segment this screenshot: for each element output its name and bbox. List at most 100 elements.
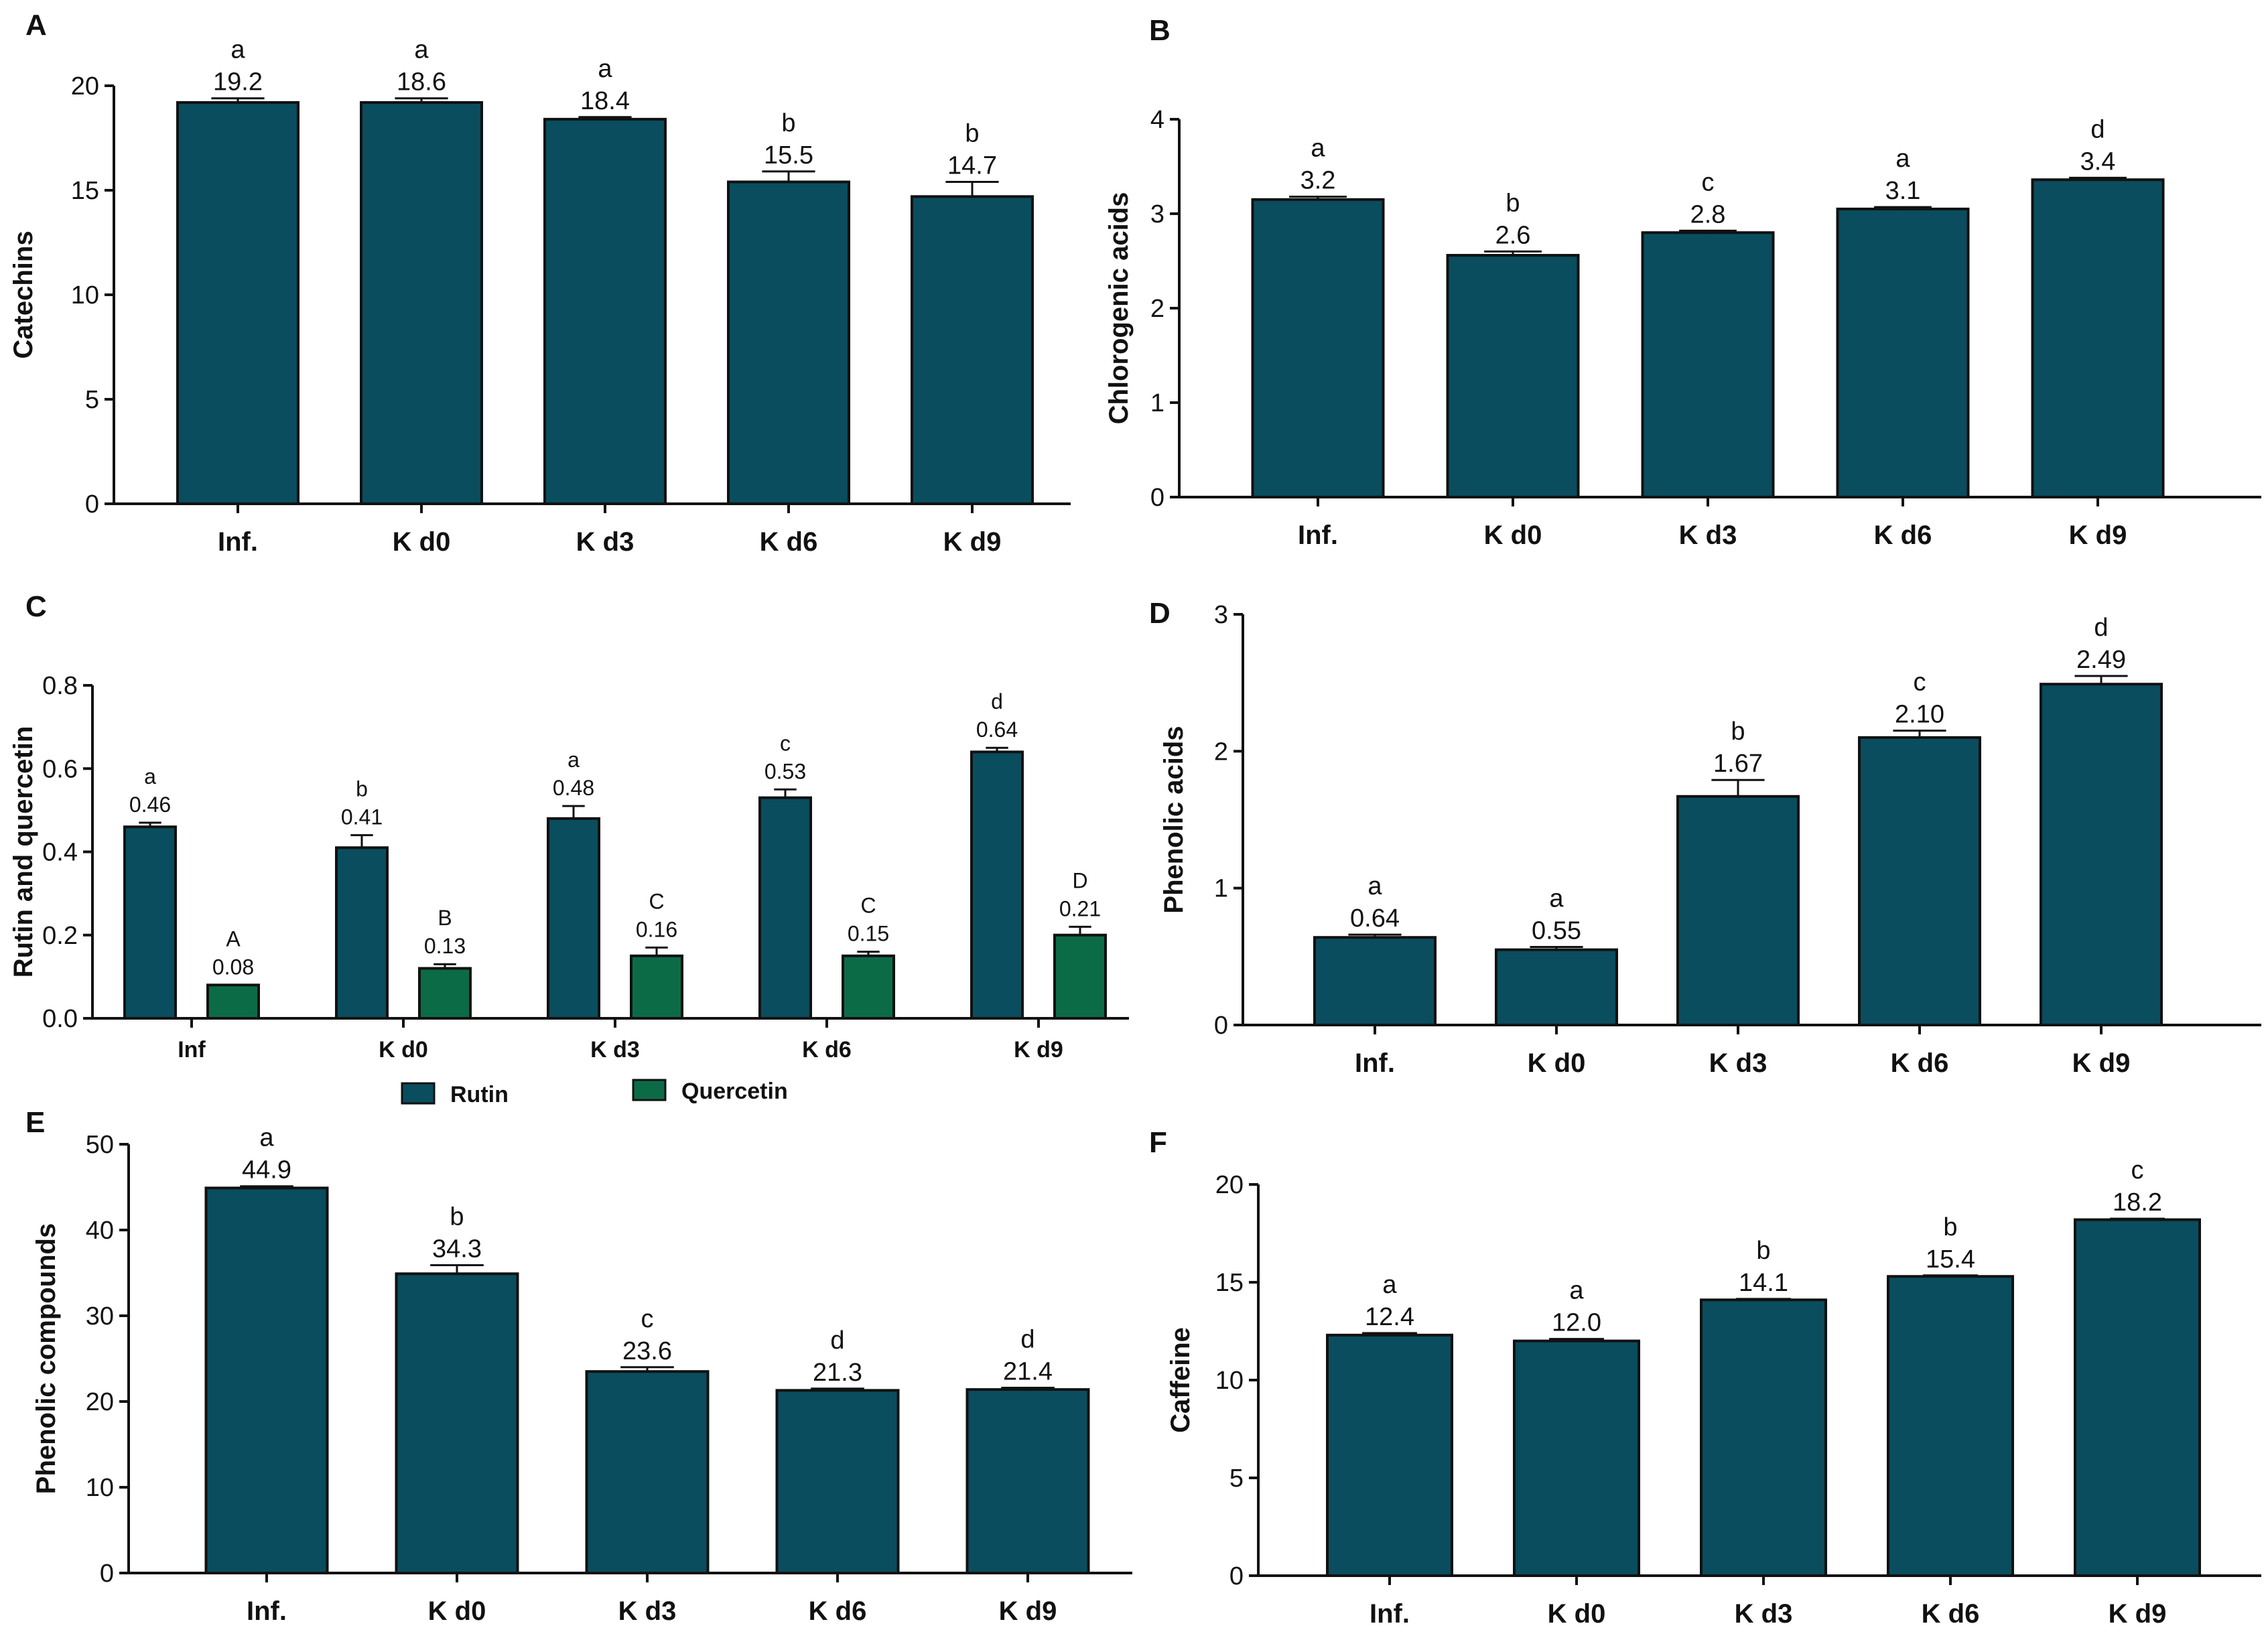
y-tick-label: 0.6 [42,755,78,783]
panel-D: D 0 1 2 3 Phenolic acids Inf. 0.64 a K d0 0.55 a K d… [1149,597,2261,1078]
category-label: K d0 [379,1037,428,1063]
bar-quercetin [418,967,472,1020]
category-label: K d0 [1484,521,1542,550]
panel-letter: F [1149,1126,1167,1159]
bar-caffeine [2074,1218,2201,1578]
significance-letter: b [965,120,979,148]
data-label: 0.53 [764,759,806,783]
y-tick-label: 0 [1150,484,1164,512]
significance-letter: d [991,689,1003,713]
data-label: 0.21 [1059,896,1101,920]
y-tick-label: 10 [71,281,99,310]
significance-letter: b [450,1203,464,1231]
bar-quercetin [206,983,260,1020]
y-tick-label: 20 [1215,1171,1244,1199]
y-tick-label: 40 [86,1217,114,1245]
legend-swatch-rutin [401,1082,436,1105]
y-tick-label: 5 [1229,1464,1244,1493]
data-label: 2.49 [2076,646,2126,674]
category-label: K d6 [1922,1599,1980,1629]
y-tick-label: 0 [100,1560,114,1588]
data-label: 0.41 [341,805,383,829]
significance-letter: a [259,1124,274,1152]
panel-A: A 0 5 10 15 20 Catechins Inf. 19.2 a K d0 18.6 a K d3… [9,9,1071,557]
category-label: Inf. [218,527,258,557]
panel-letter: A [25,9,47,42]
category-label: K d3 [576,527,635,557]
category-label: Inf [178,1037,206,1063]
bar-chlorogenic-acids [1446,254,1580,498]
y-tick-label: 1 [1214,875,1228,903]
bar-catechins [543,117,667,506]
y-tick-label: 0.0 [42,1005,78,1033]
category-label: K d3 [1679,521,1737,550]
bar-catechins [360,100,483,505]
data-label: 2.8 [1690,200,1726,228]
category-label: K d3 [590,1037,640,1063]
significance-letter: c [641,1305,654,1333]
category-label: K d9 [2069,521,2127,550]
data-label: 34.3 [432,1235,482,1263]
bar-rutin [758,796,812,1020]
y-tick-label: 15 [1215,1269,1244,1297]
significance-letter: d [1020,1326,1035,1354]
data-label: 0.64 [1350,904,1400,933]
significance-letter: b [1756,1237,1770,1265]
y-axis-label: Phenolic compounds [31,1223,61,1494]
legend-swatch-quercetin [632,1079,667,1101]
bar-chlorogenic-acids [1641,231,1775,498]
significance-letter: a [414,36,429,64]
category-label: K d9 [2072,1048,2131,1078]
bar-phenolic-acids [1495,948,1618,1027]
category-label: K d6 [809,1596,867,1626]
bar-quercetin [842,954,895,1020]
category-label: K d0 [1528,1048,1586,1078]
significance-letter: c [780,731,791,755]
category-label: K d6 [802,1037,852,1063]
panel-B: B 0 1 2 3 4 Chlorogenic acids Inf. 3.2 a K d0 2.6 b K… [1104,14,2261,550]
data-label: 0.13 [424,934,466,958]
significance-letter: d [2090,115,2105,143]
data-label: 23.6 [622,1337,672,1365]
bar-chlorogenic-acids [1836,207,1970,498]
data-label: 0.46 [129,793,171,817]
significance-letter: c [2131,1156,2144,1184]
significance-letter: a [230,36,245,64]
category-label: K d3 [1709,1048,1767,1078]
bar-rutin [547,817,600,1020]
category-label: K d6 [1891,1048,1949,1078]
bar-catechins [911,195,1034,505]
bar-phenolic-acids [1676,795,1800,1026]
y-axis-label: Rutin and quercetin [9,726,38,978]
significance-letter: b [356,777,368,801]
y-axis-label: Catechins [9,230,38,358]
bar-phenolic-acids [1313,936,1437,1027]
data-label: 14.7 [947,152,997,180]
bar-quercetin [630,954,683,1020]
panel-letter: E [25,1106,45,1139]
significance-letter: a [1368,872,1382,900]
panel-letter: C [25,590,47,623]
data-label: 15.4 [1926,1245,1975,1274]
data-label: 21.4 [1003,1358,1053,1386]
bar-caffeine [1513,1339,1640,1577]
panel-letter: D [1149,597,1171,630]
significance-letter: A [226,927,241,951]
panel-letter: B [1149,14,1171,47]
category-label: K d6 [760,527,818,557]
data-label: 0.55 [1532,917,1581,945]
significance-letter: b [1943,1213,1957,1241]
category-label: Inf. [1370,1599,1410,1629]
bar-rutin [970,750,1024,1020]
data-label: 19.2 [213,68,263,96]
category-label: Inf. [247,1596,287,1626]
data-label: 3.1 [1885,177,1921,205]
y-tick-label: 0.4 [42,839,78,867]
bar-caffeine [1326,1333,1453,1577]
data-label: 0.15 [848,922,889,946]
bar-catechins [727,180,850,505]
y-tick-label: 3 [1150,200,1164,228]
